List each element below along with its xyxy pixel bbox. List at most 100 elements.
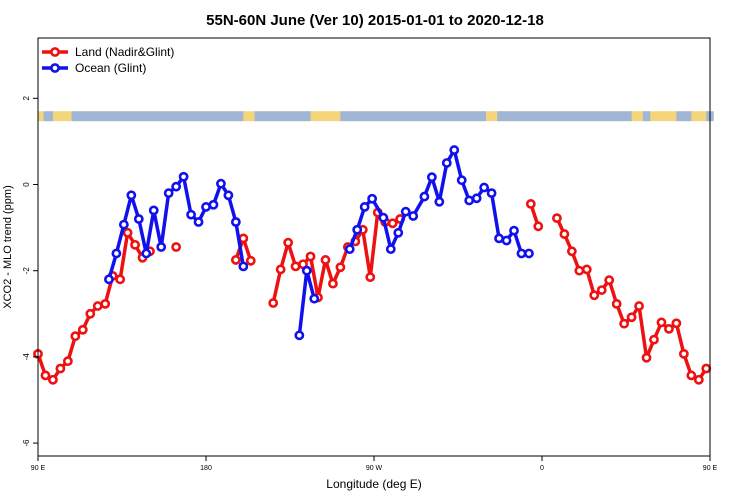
- data-point: [671, 318, 682, 329]
- legend: Land (Nadir&Glint) Ocean (Glint): [42, 45, 174, 75]
- data-point: [471, 193, 482, 204]
- data-point: [581, 264, 592, 275]
- data-point: [85, 308, 96, 319]
- data-point: [456, 175, 467, 186]
- data-point: [115, 274, 126, 285]
- series-ocean: [104, 145, 534, 341]
- data-point: [77, 324, 88, 335]
- legend-item: Ocean (Glint): [42, 61, 146, 75]
- x-tick-label: 0: [540, 465, 544, 472]
- data-point: [359, 202, 370, 212]
- data-point: [245, 255, 256, 266]
- data-point: [641, 352, 652, 363]
- data-point: [40, 370, 51, 381]
- data-point: [393, 227, 404, 238]
- data-point: [290, 261, 301, 272]
- y-tick-label: 2: [22, 96, 31, 101]
- data-point: [441, 158, 452, 168]
- data-point: [533, 221, 544, 232]
- data-point: [686, 370, 697, 381]
- data-point: [216, 178, 226, 189]
- data-point: [649, 334, 659, 345]
- land-ocean-strip: [38, 111, 714, 122]
- data-point: [122, 227, 133, 238]
- data-point: [626, 312, 637, 323]
- legend-item: Land (Nadir&Glint): [42, 45, 174, 59]
- data-point: [305, 251, 316, 262]
- data-point: [408, 211, 419, 221]
- data-point: [118, 219, 129, 230]
- data-point: [208, 199, 219, 210]
- y-tick-label: -4: [22, 353, 31, 361]
- data-point: [163, 188, 174, 199]
- data-point: [268, 298, 279, 308]
- data-point: [367, 193, 378, 204]
- data-point: [133, 214, 144, 224]
- strip-ocean: [497, 111, 632, 122]
- data-point: [387, 218, 398, 229]
- data-point: [156, 242, 167, 252]
- data-point: [111, 248, 122, 259]
- data-point: [320, 255, 331, 265]
- data-point: [193, 217, 204, 227]
- data-point: [574, 265, 585, 276]
- data-point: [309, 293, 320, 304]
- y-tick-label: 0: [22, 182, 31, 187]
- data-point: [186, 209, 196, 220]
- data-point: [378, 212, 389, 223]
- legend-marker: [50, 47, 60, 57]
- x-tick-label: 180: [200, 465, 212, 472]
- strip-ocean: [340, 111, 486, 122]
- data-point: [70, 331, 81, 342]
- data-point: [365, 272, 376, 283]
- legend-label: Land (Nadir&Glint): [75, 45, 174, 59]
- legend-label: Ocean (Glint): [75, 61, 146, 75]
- data-point: [141, 248, 152, 259]
- strip-ocean: [43, 111, 53, 122]
- data-point: [464, 195, 475, 206]
- data-point: [230, 217, 241, 227]
- data-point: [419, 191, 430, 202]
- data-point: [619, 318, 630, 329]
- data-point: [701, 363, 712, 374]
- data-point: [238, 261, 249, 272]
- data-point: [352, 224, 363, 235]
- data-point: [596, 285, 607, 295]
- data-point: [552, 213, 562, 224]
- chart-title: 55N-60N June (Ver 10) 2015-01-01 to 2020…: [206, 12, 544, 29]
- data-point: [434, 196, 445, 207]
- data-point: [92, 301, 103, 311]
- data-point: [400, 206, 411, 217]
- data-point: [130, 239, 140, 250]
- data-point: [171, 181, 182, 192]
- data-point: [664, 323, 674, 334]
- data-point: [494, 233, 504, 244]
- data-point: [604, 275, 615, 286]
- data-point: [634, 301, 644, 311]
- y-tick-label: -2: [22, 267, 31, 275]
- data-point: [55, 363, 66, 374]
- data-point: [104, 274, 114, 285]
- data-point: [178, 171, 189, 182]
- data-point: [611, 298, 622, 309]
- data-point: [335, 262, 346, 273]
- data-point: [566, 246, 577, 257]
- y-tick-label: -6: [22, 439, 31, 447]
- legend-marker: [50, 63, 60, 73]
- x-axis-label: Longitude (deg E): [326, 477, 421, 491]
- data-point: [171, 242, 182, 252]
- data-point: [678, 348, 689, 359]
- data-point: [283, 237, 294, 248]
- series-line: [271, 210, 402, 304]
- data-point: [201, 202, 211, 212]
- data-point: [100, 298, 111, 309]
- data-point: [656, 317, 667, 328]
- data-point: [223, 190, 234, 201]
- data-point: [230, 255, 241, 265]
- data-point: [294, 330, 305, 341]
- y-axis-label: XCO2 - MLO trend (ppm): [2, 185, 14, 308]
- x-tick-label: 90 E: [31, 465, 46, 472]
- series-layer: [33, 145, 712, 385]
- data-point: [589, 290, 600, 301]
